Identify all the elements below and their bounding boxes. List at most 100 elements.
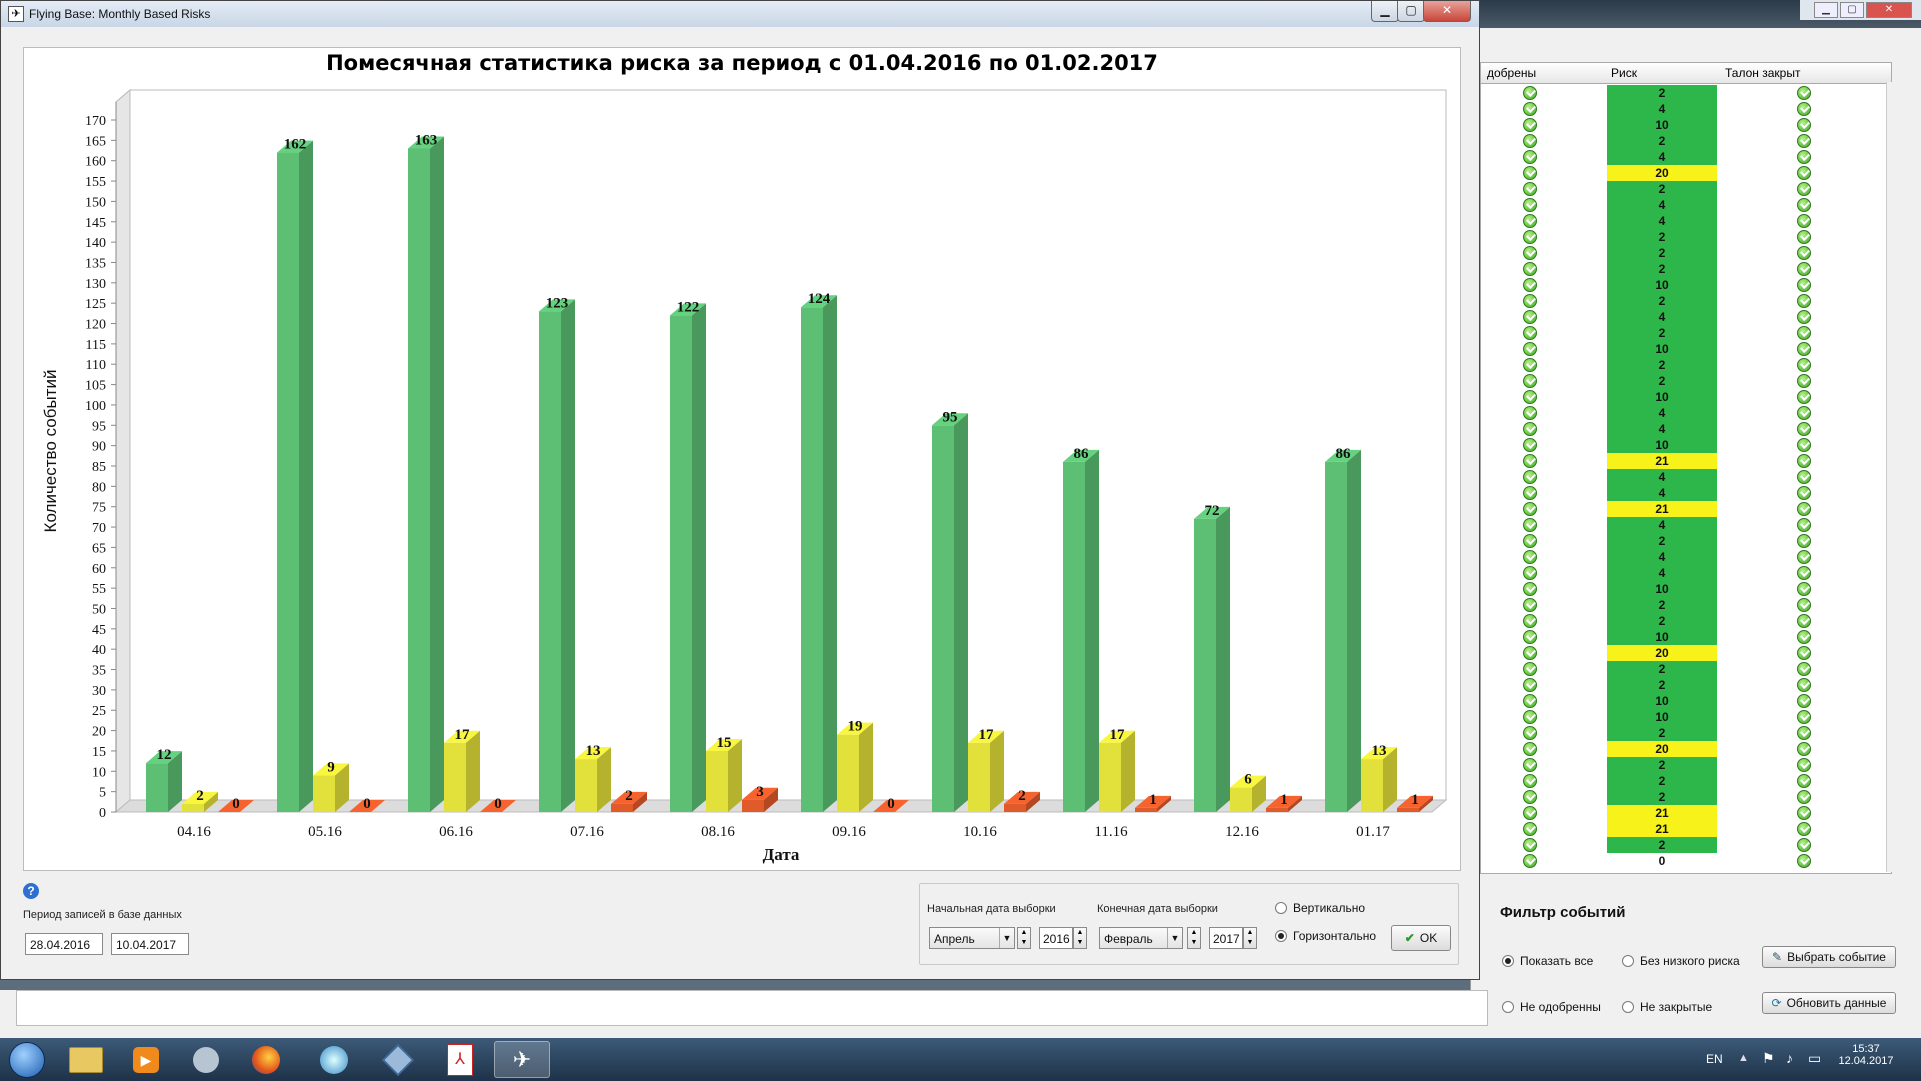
table-row[interactable]: 10 xyxy=(1481,341,1891,357)
table-row[interactable]: 10 xyxy=(1481,437,1891,453)
end-month-stepper[interactable]: ▲ ▼ xyxy=(1187,927,1201,949)
taskbar-media-player[interactable]: ▶ xyxy=(118,1041,174,1078)
table-row[interactable]: 2 xyxy=(1481,293,1891,309)
table-row[interactable]: 4 xyxy=(1481,149,1891,165)
risk-cell: 10 xyxy=(1607,389,1717,405)
table-row[interactable]: 2 xyxy=(1481,245,1891,261)
table-row[interactable]: 2 xyxy=(1481,789,1891,805)
table-row[interactable]: 20 xyxy=(1481,645,1891,661)
y-tick-label: 170 xyxy=(85,114,106,129)
table-row[interactable]: 4 xyxy=(1481,405,1891,421)
db-period-to-field[interactable]: 10.04.2017 xyxy=(111,933,189,955)
restore-icon[interactable]: ▢ xyxy=(1840,2,1864,18)
table-row[interactable]: 10 xyxy=(1481,693,1891,709)
volume-icon[interactable]: ♪ xyxy=(1786,1050,1793,1066)
close-icon[interactable]: ✕ xyxy=(1866,2,1912,18)
table-row[interactable]: 10 xyxy=(1481,389,1891,405)
chevron-up-icon[interactable]: ▲ xyxy=(1738,1052,1749,1064)
table-row[interactable]: 2 xyxy=(1481,85,1891,101)
window-minimize-button[interactable]: ▁ xyxy=(1371,1,1399,22)
choose-event-button[interactable]: ✎ Выбрать событие xyxy=(1762,946,1896,968)
start-year-stepper[interactable]: ▲ ▼ xyxy=(1073,927,1087,949)
radio-not-approved[interactable]: Не одобренны xyxy=(1502,1000,1601,1014)
end-month-select[interactable]: Февраль ▼ xyxy=(1099,927,1183,949)
table-row[interactable]: 20 xyxy=(1481,741,1891,757)
table-row[interactable]: 2 xyxy=(1481,261,1891,277)
table-row[interactable]: 2 xyxy=(1481,597,1891,613)
end-year-field[interactable]: 2017 xyxy=(1209,927,1243,949)
table-row[interactable]: 2 xyxy=(1481,373,1891,389)
taskbar-messenger[interactable] xyxy=(306,1041,362,1078)
radio-no-low-risk[interactable]: Без низкого риска xyxy=(1622,954,1740,968)
table-row[interactable]: 21 xyxy=(1481,821,1891,837)
title-bar[interactable]: ✈ Flying Base: Monthly Based Risks ▁ ▢ ✕ xyxy=(1,1,1479,27)
table-row[interactable]: 2 xyxy=(1481,133,1891,149)
clock[interactable]: 15:37 12.04.2017 xyxy=(1836,1043,1896,1067)
bar xyxy=(1099,742,1121,812)
taskbar-virtualbox[interactable] xyxy=(370,1041,426,1078)
ok-button[interactable]: ✔ OK xyxy=(1391,925,1451,951)
network-icon[interactable]: ▭ xyxy=(1808,1050,1822,1066)
table-row[interactable]: 4 xyxy=(1481,485,1891,501)
table-row[interactable]: 4 xyxy=(1481,549,1891,565)
table-row[interactable]: 10 xyxy=(1481,629,1891,645)
taskbar-flying-base[interactable]: ✈ xyxy=(494,1041,550,1078)
closed-check-icon xyxy=(1797,710,1811,724)
table-row[interactable]: 20 xyxy=(1481,165,1891,181)
table-row[interactable]: 2 xyxy=(1481,757,1891,773)
table-row[interactable]: 4 xyxy=(1481,469,1891,485)
table-row[interactable]: 2 xyxy=(1481,357,1891,373)
language-indicator[interactable]: EN xyxy=(1706,1052,1723,1066)
column-header-closed[interactable]: Талон закрыт xyxy=(1725,66,1801,80)
taskbar-tools[interactable] xyxy=(178,1041,234,1078)
taskbar-pdf-reader[interactable]: ⅄ xyxy=(432,1041,488,1078)
start-button[interactable] xyxy=(4,1041,50,1078)
radio-vertical[interactable]: Вертикально xyxy=(1275,901,1365,915)
window-maximize-button[interactable]: ▢ xyxy=(1397,1,1425,22)
db-period-from-field[interactable]: 28.04.2016 xyxy=(25,933,103,955)
table-row[interactable]: 21 xyxy=(1481,501,1891,517)
table-row[interactable]: 2 xyxy=(1481,661,1891,677)
table-row[interactable]: 2 xyxy=(1481,533,1891,549)
start-year-field[interactable]: 2016 xyxy=(1039,927,1073,949)
table-row[interactable]: 2 xyxy=(1481,725,1891,741)
table-row[interactable]: 4 xyxy=(1481,197,1891,213)
help-icon[interactable]: ? xyxy=(23,883,39,899)
flag-icon[interactable]: ⚑ xyxy=(1762,1050,1775,1066)
table-row[interactable]: 4 xyxy=(1481,309,1891,325)
radio-not-closed[interactable]: Не закрытые xyxy=(1622,1000,1712,1014)
window-close-button[interactable]: ✕ xyxy=(1423,1,1471,22)
start-month-select[interactable]: Апрель ▼ xyxy=(929,927,1015,949)
taskbar-firefox[interactable] xyxy=(238,1041,294,1078)
table-row[interactable]: 2 xyxy=(1481,773,1891,789)
table-row[interactable]: 4 xyxy=(1481,517,1891,533)
table-row[interactable]: 21 xyxy=(1481,805,1891,821)
table-row[interactable]: 0 xyxy=(1481,853,1891,869)
table-row[interactable]: 10 xyxy=(1481,277,1891,293)
column-header-risk[interactable]: Риск xyxy=(1611,66,1637,80)
table-row[interactable]: 4 xyxy=(1481,213,1891,229)
taskbar-explorer[interactable] xyxy=(58,1041,114,1078)
radio-show-all[interactable]: Показать все xyxy=(1502,954,1593,968)
approved-check-icon xyxy=(1523,694,1537,708)
table-row[interactable]: 4 xyxy=(1481,565,1891,581)
table-row[interactable]: 10 xyxy=(1481,117,1891,133)
table-scrollbar[interactable] xyxy=(1886,82,1903,872)
table-row[interactable]: 10 xyxy=(1481,709,1891,725)
refresh-data-button[interactable]: ⟳ Обновить данные xyxy=(1762,992,1896,1014)
table-row[interactable]: 2 xyxy=(1481,837,1891,853)
table-row[interactable]: 21 xyxy=(1481,453,1891,469)
column-header-approved[interactable]: добрены xyxy=(1487,66,1537,80)
table-row[interactable]: 2 xyxy=(1481,181,1891,197)
table-row[interactable]: 4 xyxy=(1481,101,1891,117)
table-row[interactable]: 2 xyxy=(1481,229,1891,245)
table-row[interactable]: 10 xyxy=(1481,581,1891,597)
table-row[interactable]: 2 xyxy=(1481,325,1891,341)
table-row[interactable]: 4 xyxy=(1481,421,1891,437)
table-row[interactable]: 2 xyxy=(1481,677,1891,693)
end-year-stepper[interactable]: ▲ ▼ xyxy=(1243,927,1257,949)
start-month-stepper[interactable]: ▲ ▼ xyxy=(1017,927,1031,949)
table-row[interactable]: 2 xyxy=(1481,613,1891,629)
radio-horizontal[interactable]: Горизонтально xyxy=(1275,929,1376,943)
minimize-icon[interactable]: ▁ xyxy=(1814,2,1838,18)
